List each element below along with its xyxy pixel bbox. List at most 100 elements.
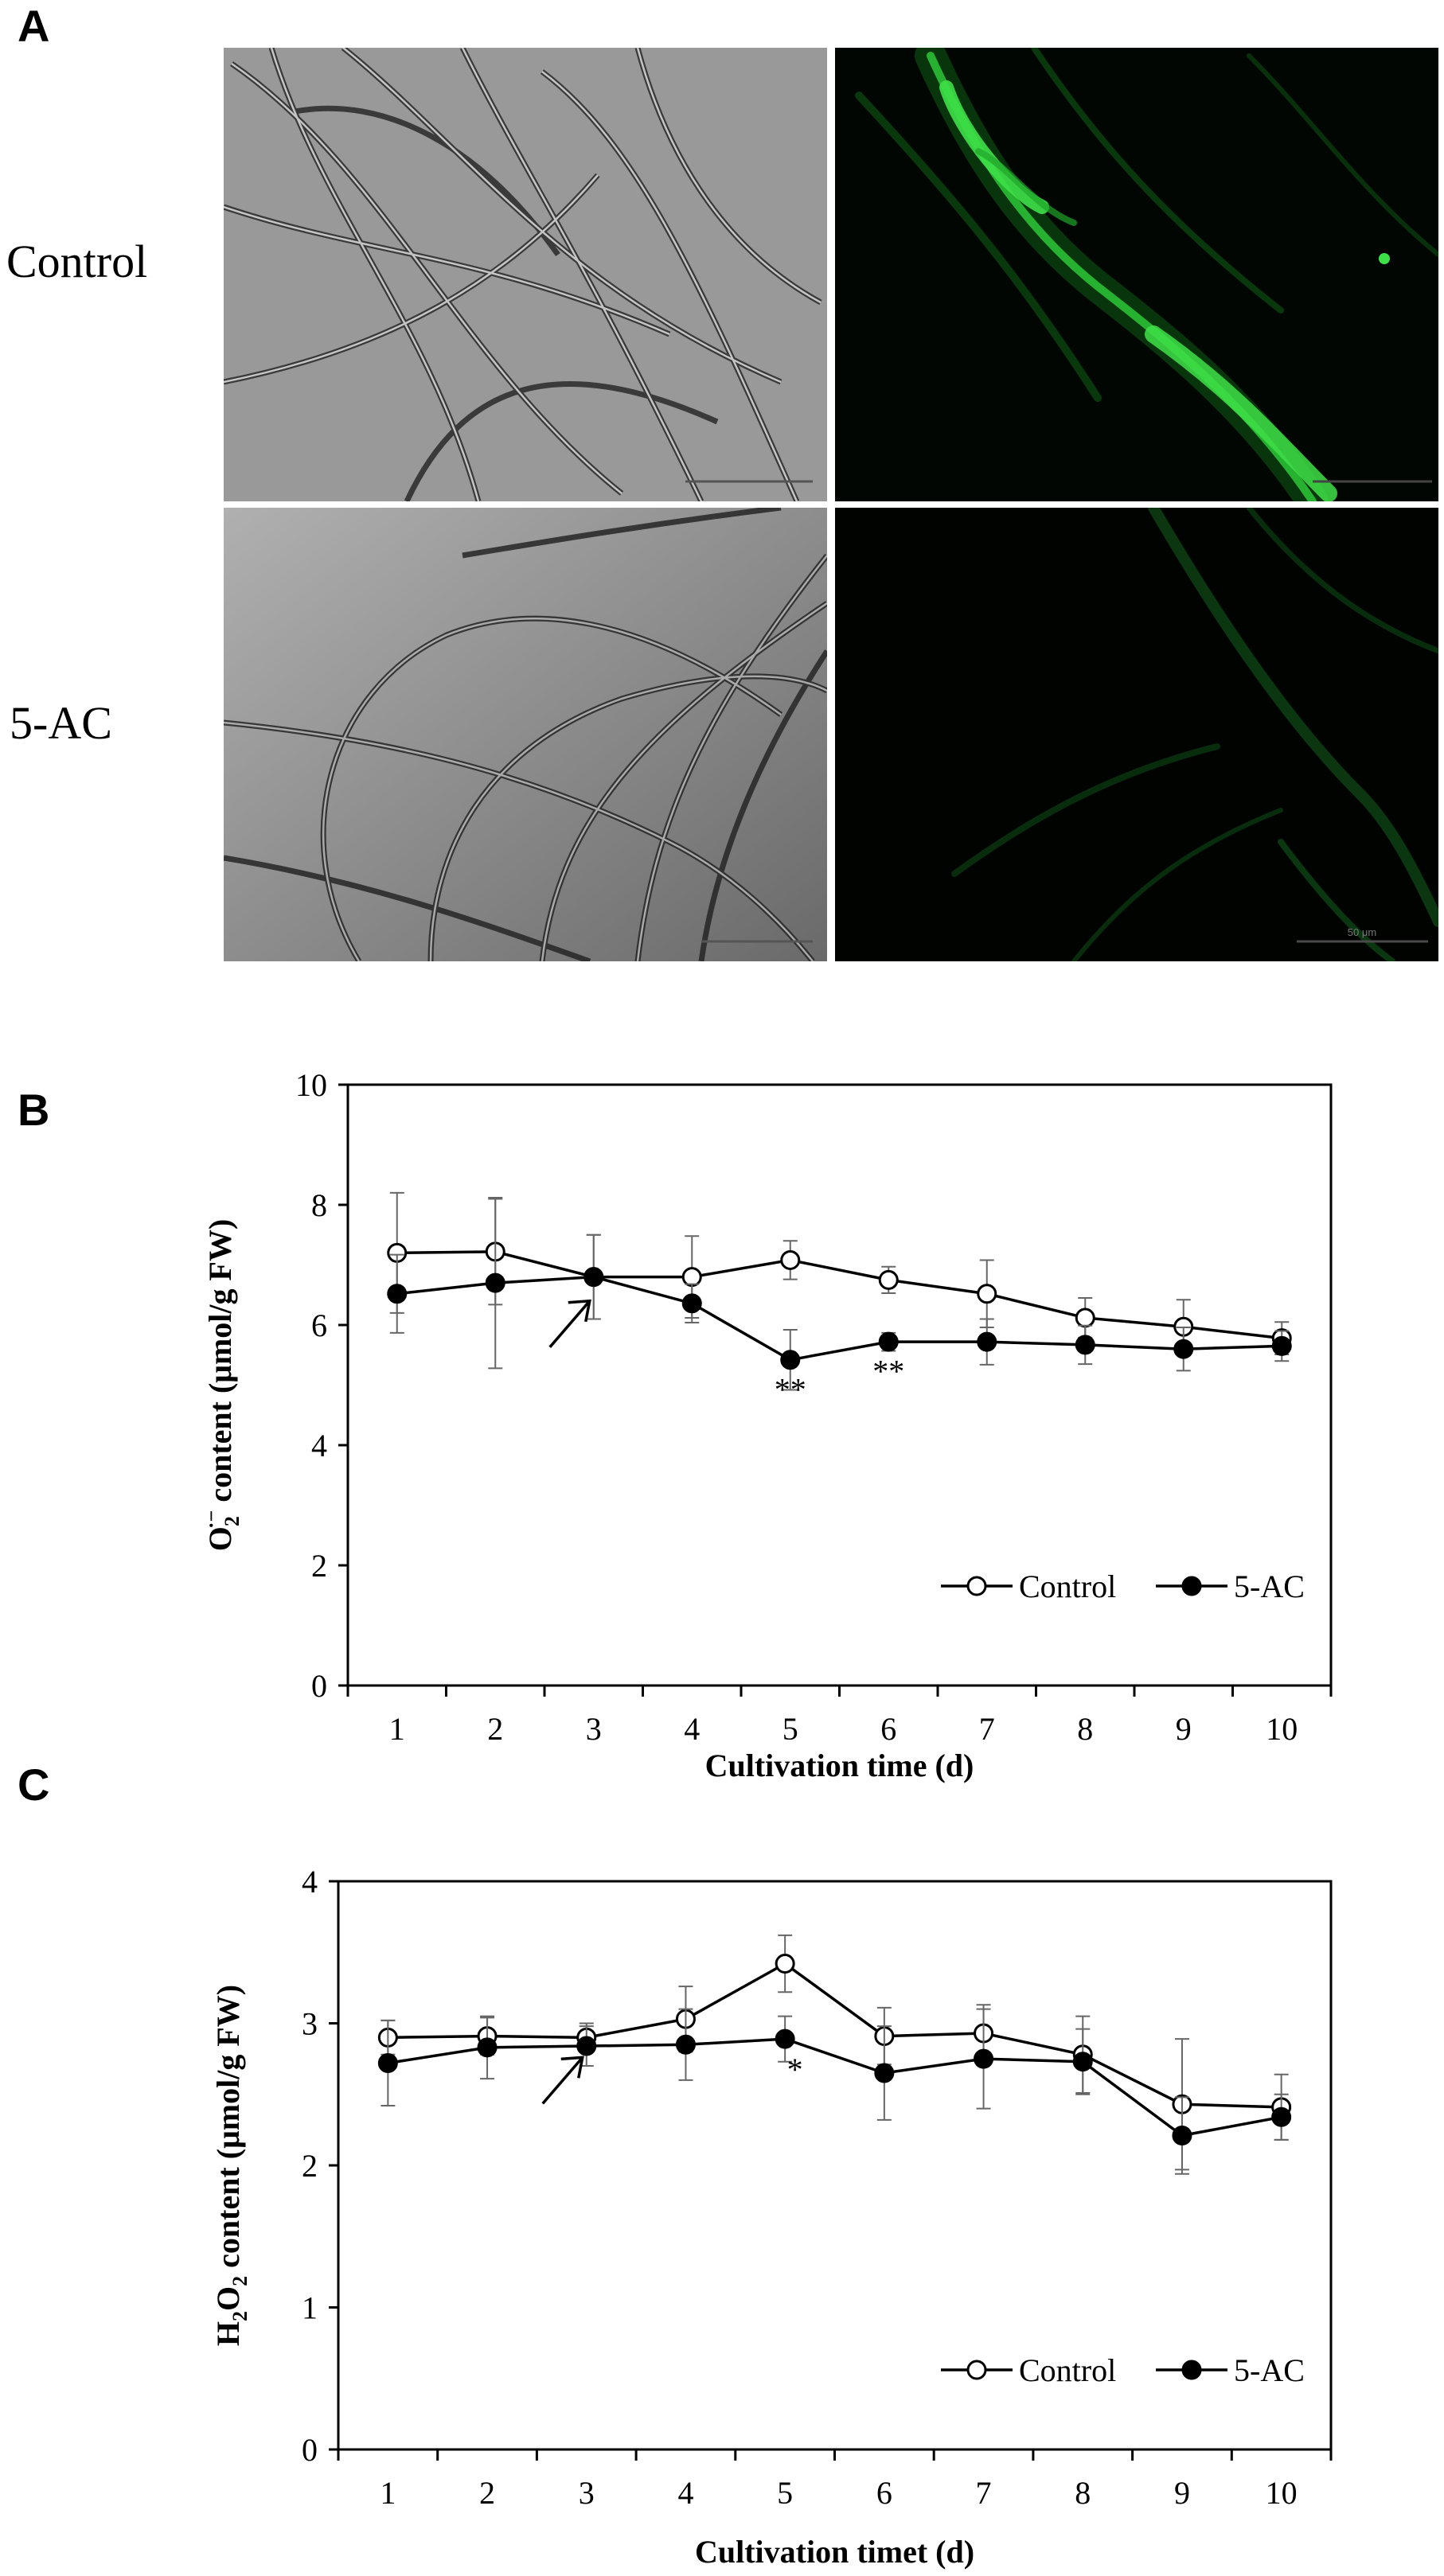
chart-c: 0 1 2 3 4 1 2 3 4 5 6 7 8 9 10 Cultivation timet (d) H2O…	[210, 1864, 1333, 2570]
series-control	[387, 1191, 1292, 1355]
panel-label-c: C	[18, 1760, 50, 1810]
data-point	[1172, 2094, 1192, 2114]
x-tick-label: 3	[586, 1711, 602, 1747]
series-line	[396, 1275, 1282, 1362]
legend-label: 5-AC	[1234, 2352, 1305, 2388]
data-point	[874, 2026, 895, 2047]
x-tick-label: 1	[380, 2475, 396, 2511]
x-tick-label: 4	[684, 1711, 700, 1747]
scale-bar-label: 50 μm	[1348, 926, 1376, 938]
data-point	[1173, 1339, 1194, 1359]
data-point	[878, 1269, 899, 1290]
data-point	[387, 1284, 408, 1304]
panel-label-b: B	[18, 1085, 50, 1135]
data-point	[780, 1249, 801, 1270]
data-point	[675, 2034, 696, 2055]
row-label-5ac: 5-AC	[10, 697, 112, 749]
y-tick-label: 0	[311, 1668, 327, 1704]
y-axis-label: O2·− content (μmol/g FW)	[200, 1219, 244, 1552]
arrow-indicator	[541, 2056, 584, 2105]
data-point	[675, 2009, 696, 2029]
series-line	[388, 1962, 1282, 2109]
data-point	[775, 2028, 795, 2049]
y-axis-label: H2O2 content (μmol/g FW)	[210, 1985, 252, 2346]
legend-marker	[966, 1576, 987, 1596]
data-point	[974, 2048, 994, 2069]
data-point	[377, 2027, 398, 2048]
legend-marker	[966, 2360, 987, 2380]
significance-mark: **	[872, 1354, 904, 1389]
x-tick-label: 3	[579, 2475, 595, 2511]
legend: Control 5-AC	[941, 1569, 1305, 1604]
data-point	[477, 2037, 498, 2058]
data-point	[1271, 1328, 1292, 1349]
data-point	[485, 1272, 505, 1293]
legend-marker	[1181, 1576, 1202, 1596]
data-point	[485, 1241, 505, 1262]
series-line	[388, 2037, 1282, 2138]
data-point	[1072, 2044, 1093, 2065]
y-tick-label: 3	[302, 2006, 318, 2042]
y-tick-label: 4	[311, 1428, 327, 1463]
y-tick-label: 10	[295, 1067, 327, 1103]
micrograph-control-brightfield	[224, 48, 827, 501]
legend: Control 5-AC	[941, 2352, 1305, 2388]
data-point	[681, 1293, 702, 1314]
data-point	[1172, 2126, 1192, 2146]
x-tick-label: 5	[782, 1711, 798, 1747]
data-point	[974, 2023, 994, 2044]
legend-marker	[1181, 2360, 1202, 2380]
series-control	[377, 1934, 1292, 2171]
plot-frame	[346, 1083, 1333, 1687]
data-point	[1072, 2052, 1093, 2072]
x-tick-label: 1	[389, 1711, 405, 1747]
data-point	[1271, 2106, 1292, 2127]
x-axis-label: Cultivation timet (d)	[695, 2534, 974, 2570]
legend-label: Control	[1019, 2352, 1116, 2388]
data-point	[583, 1267, 604, 1288]
x-tick-label: 8	[1077, 1711, 1093, 1747]
x-tick-label: 6	[876, 2475, 892, 2511]
data-point	[583, 1267, 604, 1288]
data-point	[387, 1242, 408, 1263]
x-tick-label: 9	[1174, 2475, 1190, 2511]
x-tick-label: 2	[479, 2475, 495, 2511]
y-tick-label: 2	[302, 2148, 318, 2184]
panel-label-a: A	[18, 1, 50, 51]
x-tick-label: 5	[777, 2475, 793, 2511]
data-point	[977, 1331, 997, 1352]
data-point	[874, 2063, 895, 2083]
legend-label: 5-AC	[1234, 1569, 1305, 1604]
micrograph-5ac-brightfield	[224, 508, 827, 961]
series-treatment	[377, 2008, 1292, 2175]
data-point	[576, 2027, 597, 2048]
data-point	[377, 2052, 398, 2073]
x-tick-label: 2	[487, 1711, 503, 1747]
plot-frame	[337, 1880, 1333, 2451]
x-tick-label: 10	[1266, 2475, 1298, 2511]
micrograph-5ac-fluorescence: 50 μm	[835, 508, 1438, 961]
y-tick-label: 2	[311, 1548, 327, 1584]
legend-label: Control	[1019, 1569, 1116, 1604]
x-tick-label: 4	[677, 2475, 693, 2511]
significance-mark: *	[787, 2052, 803, 2087]
arrow-indicator	[548, 1299, 591, 1348]
x-tick-label: 9	[1176, 1711, 1192, 1747]
x-tick-label: 10	[1266, 1711, 1298, 1747]
data-point	[977, 1284, 997, 1304]
data-point	[477, 2026, 498, 2047]
significance-mark: **	[775, 1371, 806, 1407]
x-tick-label: 8	[1075, 2475, 1091, 2511]
data-point	[878, 1331, 899, 1352]
data-point	[1271, 1335, 1292, 1356]
data-point	[681, 1267, 702, 1288]
series-treatment	[387, 1196, 1292, 1391]
data-point	[775, 1954, 795, 1974]
data-point	[1271, 2097, 1292, 2118]
y-tick-label: 0	[302, 2432, 318, 2468]
data-point	[1173, 1316, 1194, 1337]
y-tick-label: 4	[302, 1864, 318, 1900]
x-axis-label: Cultivation time (d)	[705, 1748, 974, 1783]
row-label-control: Control	[6, 236, 148, 287]
micrograph-control-fluorescence	[835, 48, 1438, 501]
